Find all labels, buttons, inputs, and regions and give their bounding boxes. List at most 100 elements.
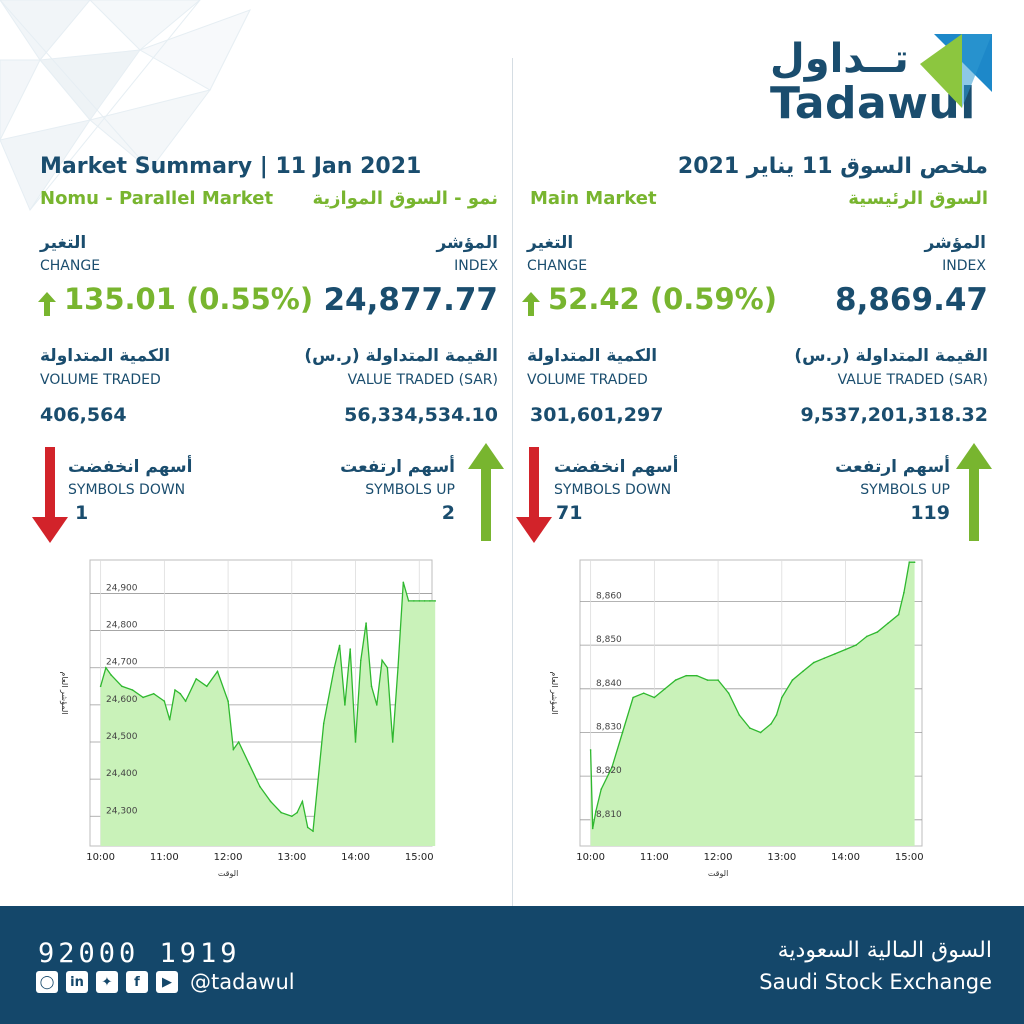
instagram-icon[interactable]: ◯ [36, 971, 58, 993]
data-point [855, 644, 857, 646]
data-point [306, 826, 309, 829]
nomu-down-label-en: SYMBOLS DOWN [68, 482, 186, 498]
youtube-icon[interactable]: ▶ [156, 971, 178, 993]
data-point [589, 749, 592, 751]
data-point [195, 678, 197, 680]
data-point [365, 622, 367, 624]
data-point [706, 679, 709, 681]
data-point [291, 815, 293, 818]
data-point [269, 800, 272, 803]
main-change-label-en: CHANGE [527, 258, 588, 274]
nomu-value-label-ar: القيمة المتداولة (ر.س) [304, 346, 498, 366]
data-point [781, 696, 783, 699]
data-point [897, 613, 900, 616]
data-point [696, 674, 698, 677]
data-point [131, 689, 134, 691]
up-arrow-icon [522, 292, 540, 316]
data-point [770, 722, 772, 725]
data-point [333, 666, 336, 669]
y-tick-label: 8,850 [596, 635, 622, 645]
x-tick-label: 13:00 [277, 852, 306, 863]
nomu-value-label-en: VALUE TRADED (SAR) [347, 372, 498, 388]
data-point [802, 670, 804, 673]
data-point [99, 685, 102, 688]
x-tick-label: 12:00 [214, 852, 243, 863]
data-point [344, 704, 346, 706]
up-arrow-icon [38, 292, 56, 316]
main-value-label-en: VALUE TRADED (SAR) [837, 372, 988, 388]
data-point [600, 788, 602, 790]
social-links: ◯ in ✦ f ▶ @tadawul [36, 970, 295, 994]
data-point [322, 722, 325, 725]
data-point [259, 785, 261, 788]
data-point [727, 692, 730, 694]
data-point [370, 685, 373, 688]
data-point [227, 700, 229, 702]
data-point [179, 692, 182, 695]
main-up-label-ar: أسهم ارتفعت [835, 457, 950, 477]
data-point [759, 731, 762, 734]
main-index-value: 8,869.47 [835, 282, 988, 318]
main-index-label-en: INDEX [942, 258, 986, 274]
data-point [280, 811, 282, 814]
twitter-icon[interactable]: ✦ [96, 971, 118, 993]
series-area [100, 582, 436, 846]
main-down-label-en: SYMBOLS DOWN [554, 482, 672, 498]
series-line [589, 561, 915, 829]
main-change-value: 52.42 (0.59%) [548, 282, 777, 316]
nomu-index-label-en: INDEX [454, 258, 498, 274]
data-point [121, 685, 123, 688]
series-area [590, 562, 915, 846]
data-point [903, 591, 905, 594]
main-up-label-en: SYMBOLS UP [860, 482, 950, 498]
facebook-icon[interactable]: f [126, 971, 148, 993]
nomu-market-ar: نمو - السوق الموازية [312, 188, 499, 209]
nomu-market-en: Nomu - Parallel Market [40, 188, 274, 209]
data-point [717, 679, 719, 681]
nomu-down-value: 1 [75, 502, 89, 524]
data-point [338, 644, 341, 647]
main-volume-label-en: VOLUME TRADED [527, 372, 648, 388]
data-point [823, 657, 826, 659]
data-point [611, 766, 613, 769]
data-point [349, 648, 352, 650]
main-volume-value: 301,601,297 [530, 404, 664, 426]
data-point [397, 666, 399, 669]
data-point [812, 661, 815, 664]
data-point [775, 714, 778, 716]
nomu-up-label-en: SYMBOLS UP [365, 482, 455, 498]
data-point [152, 692, 155, 695]
y-tick-label: 8,810 [596, 810, 622, 820]
data-point [232, 748, 235, 751]
x-axis-label: الوقت [708, 869, 728, 878]
linkedin-icon[interactable]: in [66, 971, 88, 993]
nomu-index-chart: 24,300 24,400 24,500 24,600 24,700 24,800 24,9… [60, 559, 437, 878]
down-arrow-icon [516, 447, 552, 543]
nomu-index-value: 24,877.77 [323, 282, 498, 318]
main-volume-label-ar: الكمية المتداولة [527, 346, 658, 366]
main-down-label-ar: أسهم انخفضت [554, 457, 679, 477]
data-point [674, 679, 677, 681]
y-tick-label: 24,900 [106, 583, 138, 593]
data-point [876, 631, 879, 633]
decorative-mesh [0, 0, 252, 212]
nomu-change-value: 135.01 (0.55%) [64, 282, 314, 316]
main-market-ar: السوق الرئيسية [848, 188, 988, 209]
data-point [632, 696, 634, 699]
data-point [685, 674, 687, 677]
data-point [621, 731, 624, 734]
data-point [434, 600, 437, 602]
down-arrow-icon [32, 447, 68, 543]
nomu-volume-value: 406,564 [40, 404, 127, 426]
main-index-label-ar: المؤشر [924, 233, 986, 253]
data-point [174, 689, 176, 691]
logo-arabic: تــداول [770, 36, 909, 82]
nomu-title: Market Summary | 11 Jan 2021 [40, 154, 422, 179]
social-handle[interactable]: @tadawul [190, 970, 295, 994]
nomu-change-label-ar: التغير [40, 233, 87, 253]
up-arrow-icon [956, 443, 992, 541]
data-point [749, 727, 751, 729]
x-tick-label: 10:00 [576, 852, 605, 863]
x-tick-label: 11:00 [150, 852, 179, 863]
data-point [296, 811, 298, 814]
